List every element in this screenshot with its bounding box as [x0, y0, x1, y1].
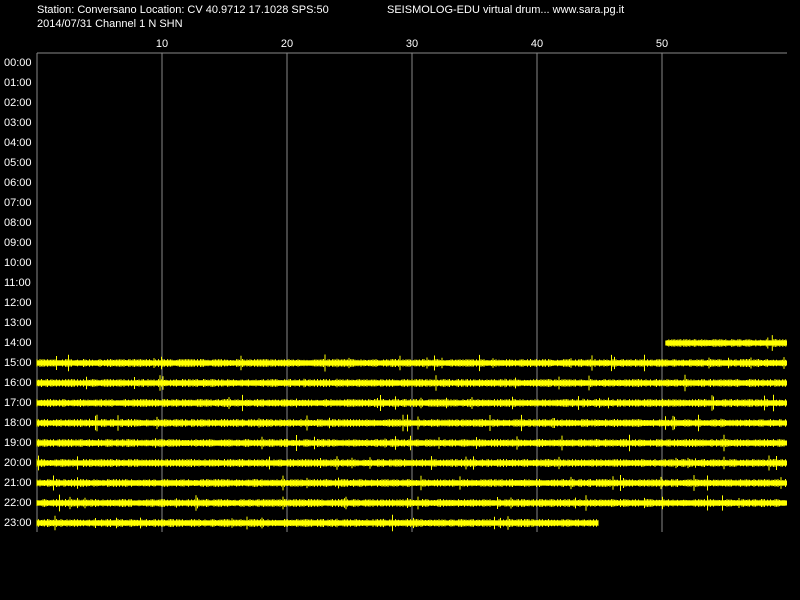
hour-label: 08:00: [4, 217, 32, 229]
trace-noise: [36, 514, 599, 532]
hour-label: 20:00: [4, 457, 32, 469]
hour-label: 12:00: [4, 297, 32, 309]
x-tick-label: 40: [531, 38, 543, 50]
x-tick-label: 50: [656, 38, 668, 50]
hour-label: 10:00: [4, 257, 32, 269]
hour-label: 11:00: [4, 277, 31, 289]
hour-label: 00:00: [4, 57, 32, 69]
hour-label: 17:00: [4, 397, 32, 409]
hour-label: 16:00: [4, 377, 32, 389]
hour-label: 09:00: [4, 237, 32, 249]
hour-label: 18:00: [4, 417, 32, 429]
trace-noise: [36, 374, 786, 392]
date-channel: 2014/07/31 Channel 1 N SHN: [37, 18, 183, 30]
chart-subtitle: SEISMOLOG-EDU virtual drum... www.sara.p…: [387, 4, 624, 16]
hour-label: 05:00: [4, 157, 32, 169]
hour-label: 19:00: [4, 437, 32, 449]
trace-noise: [36, 475, 786, 491]
x-tick-label: 20: [281, 38, 293, 50]
trace: [665, 340, 787, 346]
trace-noise: [36, 434, 786, 452]
hour-label: 22:00: [4, 497, 32, 509]
hour-label: 15:00: [4, 357, 32, 369]
trace-noise: [665, 335, 787, 351]
trace-noise: [36, 455, 786, 471]
trace-noise: [36, 354, 786, 372]
trace-noise: [36, 494, 786, 512]
x-tick-label: 30: [406, 38, 418, 50]
hour-label: 03:00: [4, 117, 32, 129]
hour-label: 21:00: [4, 477, 32, 489]
hour-label: 23:00: [4, 517, 32, 529]
trace-noise: [36, 394, 786, 412]
hour-label: 06:00: [4, 177, 32, 189]
x-tick-label: 10: [156, 38, 168, 50]
hour-label: 02:00: [4, 97, 32, 109]
hour-label: 14:00: [4, 337, 32, 349]
chart-title: Station: Conversano Location: CV 40.9712…: [37, 4, 329, 16]
hour-label: 07:00: [4, 197, 32, 209]
hour-label: 13:00: [4, 317, 32, 329]
trace-noise: [36, 414, 786, 432]
hour-label: 04:00: [4, 137, 32, 149]
hour-label: 01:00: [4, 77, 32, 89]
